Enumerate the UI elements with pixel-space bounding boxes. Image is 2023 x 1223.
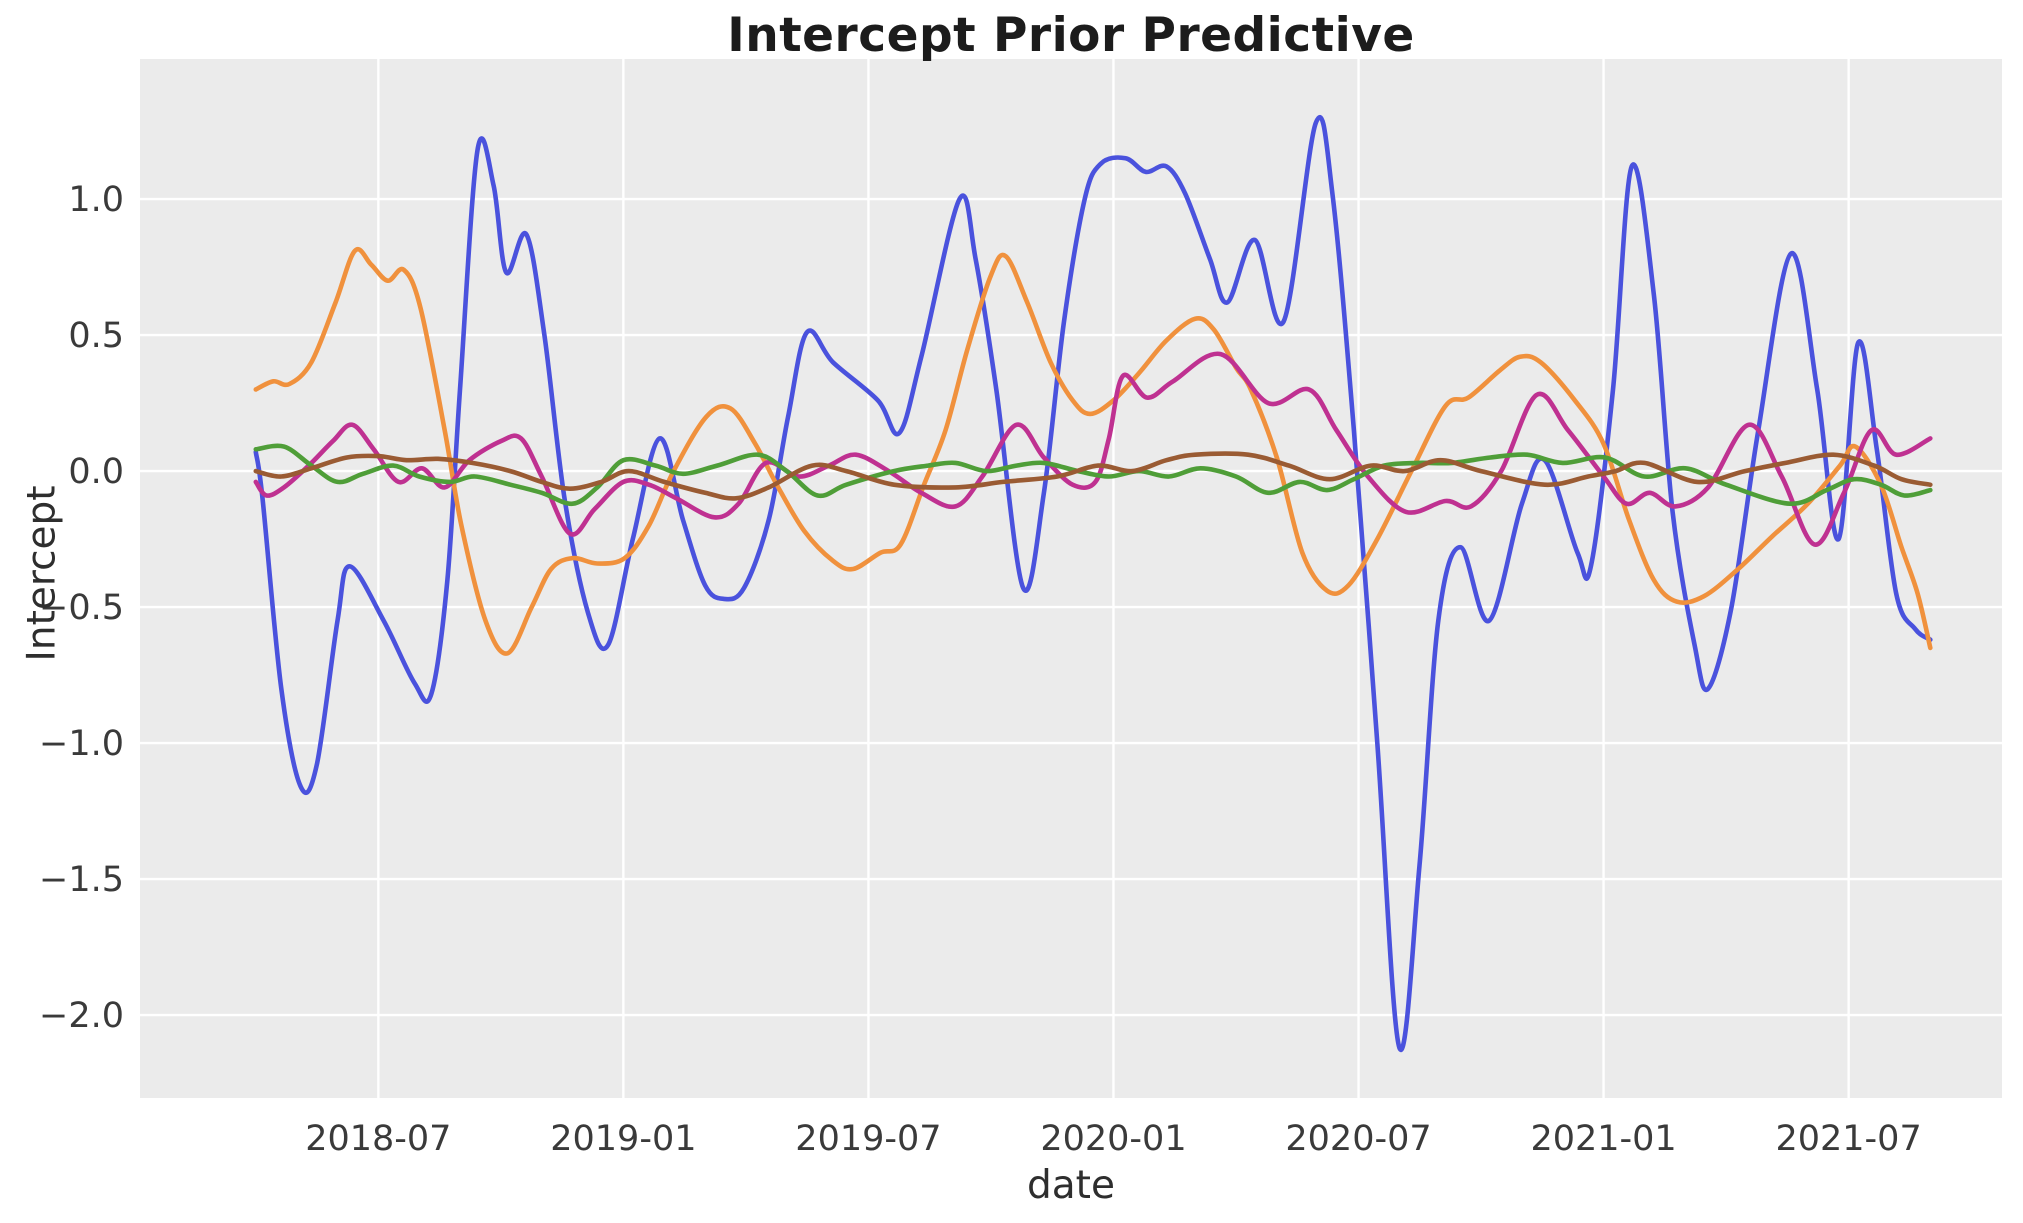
plot-area: [140, 59, 2002, 1098]
series-lines: [253, 114, 1933, 1053]
x-tick-label: 2021-07: [1775, 1119, 1921, 1159]
x-tick-label: 2021-01: [1530, 1119, 1676, 1159]
x-tick-label: 2018-07: [305, 1119, 451, 1159]
x-tick-label: 2019-07: [795, 1119, 941, 1159]
x-tick-label: 2020-07: [1285, 1119, 1431, 1159]
series-line-prior-sample-2: [253, 247, 1933, 656]
chart-title: Intercept Prior Predictive: [727, 8, 1415, 63]
x-tick-label: 2019-01: [550, 1119, 696, 1159]
y-tick-label: 0.5: [68, 316, 124, 356]
y-tick-label: 0.0: [68, 452, 124, 492]
series-line-prior-sample-5: [253, 451, 1933, 501]
series-line-prior-sample-1: [253, 114, 1933, 1053]
y-tick-label: −1.0: [39, 724, 124, 764]
x-axis-label: date: [1027, 1163, 1115, 1208]
series-line-prior-sample-4: [253, 443, 1933, 507]
tick-labels: 2018-07 2019-01 2019-07 2020-01 2020-07 2021-…: [39, 180, 1922, 1159]
x-tick-label: 2020-01: [1040, 1119, 1186, 1159]
y-tick-label: 1.0: [68, 180, 124, 220]
y-axis-label: Intercept: [19, 485, 65, 662]
y-tick-label: −0.5: [39, 588, 124, 628]
y-tick-label: −2.0: [39, 996, 124, 1036]
y-tick-label: −1.5: [39, 860, 124, 900]
